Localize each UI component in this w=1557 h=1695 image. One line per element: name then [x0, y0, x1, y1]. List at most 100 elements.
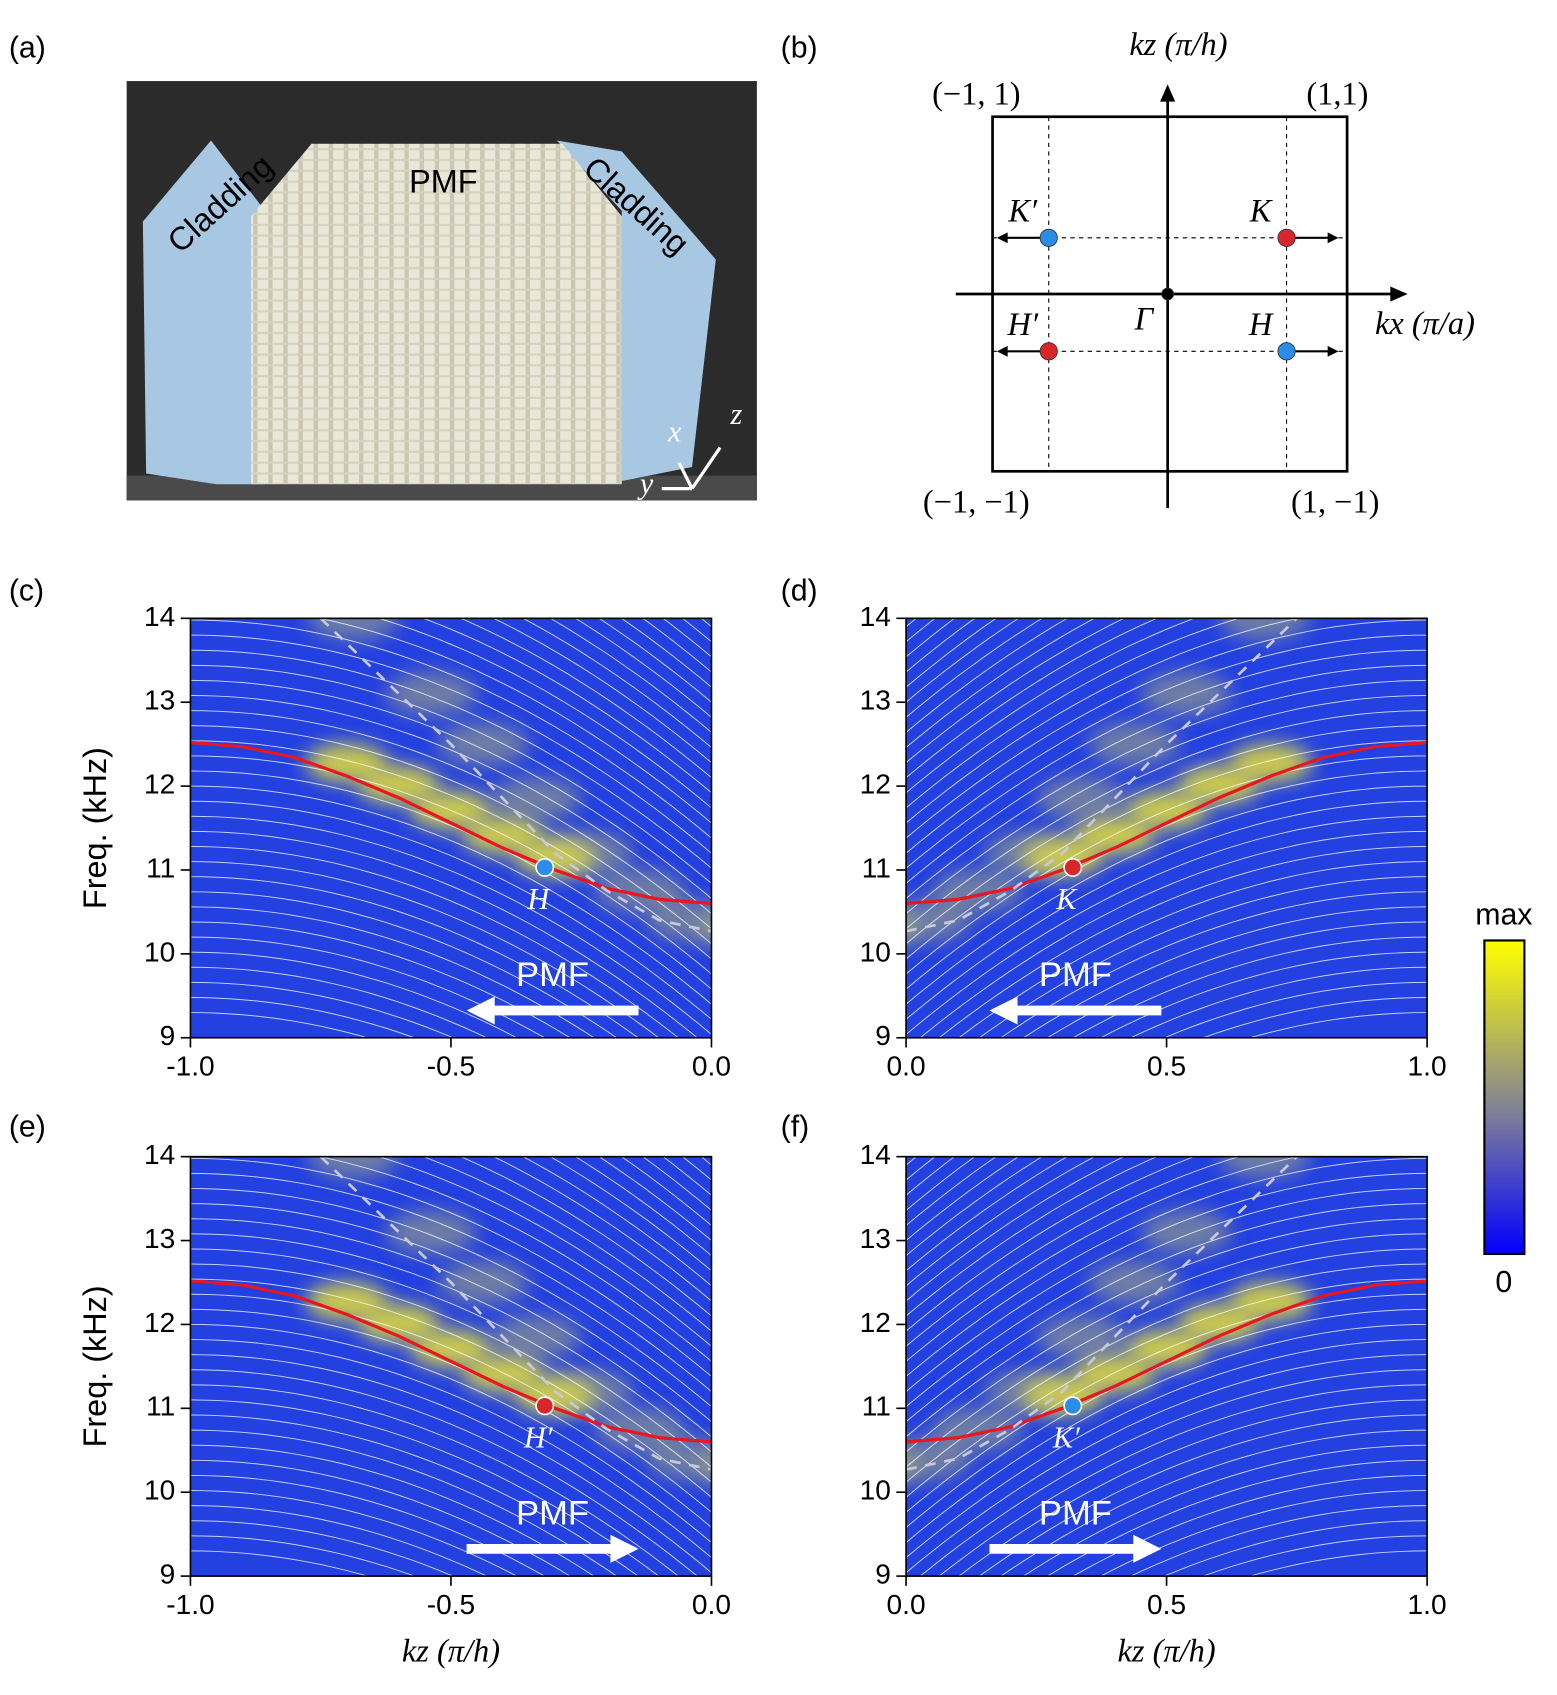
intensity-glow [1036, 1315, 1128, 1359]
y-tick-label: 10 [860, 936, 891, 967]
band-line [317, 618, 712, 824]
band-line [190, 1489, 518, 1577]
band-line [190, 1203, 712, 1423]
axis-letter: y [637, 466, 654, 500]
intensity-glow [542, 831, 633, 875]
x-tick-label: 0.5 [1147, 1589, 1186, 1620]
intensity-glow [1219, 1156, 1310, 1179]
band-line [906, 725, 1428, 945]
band-line [492, 618, 712, 764]
band-line [190, 876, 639, 1038]
kx-arrow [1390, 286, 1408, 302]
x-tick-label: 1.0 [1408, 1050, 1447, 1081]
y-tick-label: 13 [860, 1223, 891, 1254]
band-line [1000, 1429, 1428, 1577]
band-line [906, 1156, 1096, 1287]
band-line [317, 1156, 712, 1362]
y-tick-label: 13 [860, 685, 891, 716]
panel-label: (e) [9, 1111, 46, 1144]
band-line [1022, 906, 1428, 1038]
band-line [906, 1218, 1428, 1438]
band-line [906, 1156, 1159, 1317]
band-line [422, 1156, 712, 1332]
pmf-arrow-head [989, 996, 1018, 1025]
band-line [190, 1474, 546, 1577]
band-line [906, 618, 1020, 703]
intensity-glow [646, 1437, 712, 1481]
band-line [938, 1384, 1428, 1577]
band-line [906, 618, 1044, 718]
band-line [906, 710, 1428, 930]
y-tick-label: 9 [160, 1559, 176, 1590]
band-line [190, 921, 571, 1038]
band-line [190, 1157, 712, 1377]
band-line [906, 1156, 1126, 1302]
corner-label: (1, −1) [1291, 484, 1379, 520]
k-point-label: K′ [1007, 193, 1038, 229]
k-point [1277, 228, 1296, 247]
band-line [919, 830, 1428, 1038]
valley-label: K′ [1052, 1420, 1080, 1454]
valley-label: H′ [523, 1420, 553, 1454]
band-line [906, 664, 1428, 884]
x-tick-label: -1.0 [166, 1050, 214, 1081]
dashed-band [319, 1156, 712, 1471]
band-line [1201, 1535, 1428, 1577]
band-line [598, 1156, 712, 1241]
band-line [906, 1203, 1428, 1423]
band-line [938, 846, 1428, 1038]
band-line [190, 800, 712, 1020]
band-line [190, 1218, 712, 1438]
valley-label: K [1055, 882, 1078, 916]
band-line [1163, 981, 1428, 1038]
intensity-glow [542, 1369, 633, 1414]
band-line [459, 1156, 712, 1317]
band-line [377, 1156, 712, 1347]
y-tick-label: 11 [146, 1391, 175, 1422]
intensity-glow [307, 1156, 399, 1179]
intensity-glow [385, 672, 477, 716]
y-tick-label: 12 [860, 1307, 891, 1338]
axis-triad [661, 446, 722, 491]
band-line [906, 1156, 1044, 1257]
panel-label: (a) [9, 32, 46, 65]
band-line [190, 1354, 712, 1574]
x-tick-label: 0.0 [692, 1589, 731, 1620]
band-line [190, 1293, 712, 1513]
band-line [906, 618, 997, 688]
band-line [190, 891, 618, 1038]
band-line [906, 1156, 1241, 1347]
band-line [190, 966, 488, 1038]
axis-label: kz (π/h) [1129, 27, 1227, 63]
band-line [190, 1384, 680, 1577]
band-line [190, 981, 455, 1038]
band-line [906, 1156, 997, 1226]
band-line [906, 800, 1428, 1020]
y-tick-label: 12 [144, 1307, 175, 1338]
x-axis-label: kz (π/h) [1118, 1633, 1216, 1669]
intensity-glow [698, 1454, 712, 1485]
band-line [574, 1156, 712, 1257]
intensity-glow [1088, 1260, 1180, 1305]
intensity-glow [646, 898, 712, 942]
band-line [422, 618, 712, 794]
k-point [1277, 342, 1296, 361]
k-point [1161, 287, 1175, 301]
band-line [906, 1156, 1069, 1272]
corner-label: (−1, 1) [932, 77, 1020, 113]
pmf-block [250, 143, 622, 485]
band-line [190, 1263, 712, 1483]
valley-label: H [526, 882, 551, 916]
band-line [190, 846, 680, 1038]
intensity-glow [1140, 672, 1232, 716]
y-tick-label: 9 [875, 1020, 891, 1051]
band-line [377, 618, 712, 809]
y-tick-label: 12 [144, 769, 175, 800]
band-line [620, 618, 712, 688]
band-line [1072, 936, 1428, 1038]
band-line [1201, 997, 1428, 1038]
band-line [459, 618, 712, 779]
band-line [190, 695, 712, 915]
band-line [549, 1156, 712, 1272]
